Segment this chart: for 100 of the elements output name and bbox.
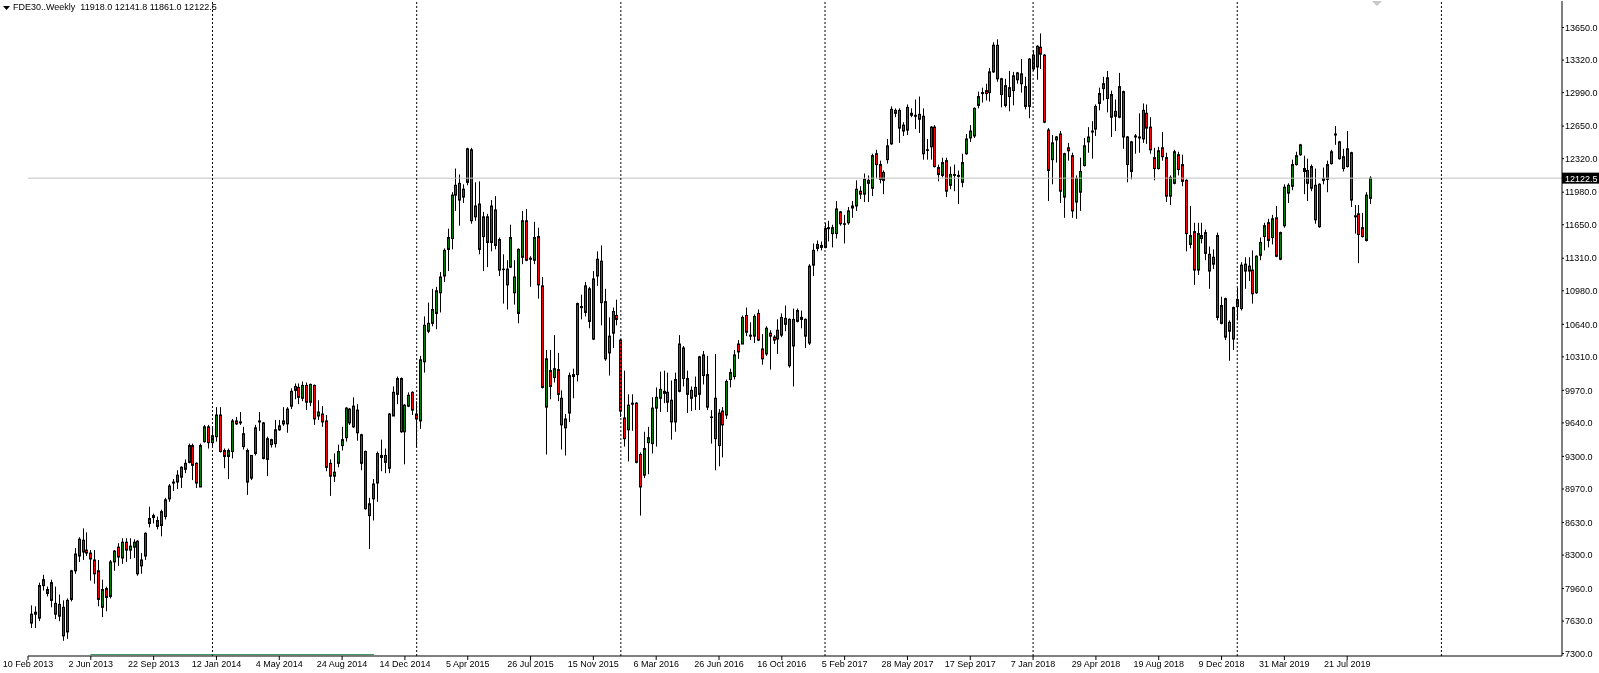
x-tick-label: 10 Feb 2013 xyxy=(2,659,54,670)
candlestick xyxy=(623,370,626,448)
candlestick xyxy=(843,214,846,244)
x-tick-label: 2 Jun 2013 xyxy=(68,659,114,670)
candlestick xyxy=(965,133,968,156)
candlestick xyxy=(121,537,124,565)
y-tick-label: 12990.0 xyxy=(1565,87,1598,98)
candlestick xyxy=(655,386,658,448)
y-tick-label: 10640.0 xyxy=(1565,319,1598,330)
x-tick-label: 5 Apr 2015 xyxy=(445,659,490,670)
x-tick-label: 7 Jan 2018 xyxy=(1010,659,1056,670)
y-tick-label: 13650.0 xyxy=(1565,22,1598,33)
candlestick xyxy=(286,406,289,434)
candlestick xyxy=(1326,160,1329,193)
y-tick-label: 11650.0 xyxy=(1565,219,1597,230)
y-tick-label: 8970.0 xyxy=(1565,484,1593,495)
candlestick xyxy=(89,549,92,582)
y-tick-label: 8630.0 xyxy=(1565,517,1593,528)
x-tick-label: 31 Mar 2019 xyxy=(1259,659,1310,670)
candlestick xyxy=(1153,147,1156,181)
candlestick xyxy=(1357,204,1360,264)
x-tick-label: 21 Jul 2019 xyxy=(1323,659,1371,670)
candlestick xyxy=(337,444,340,468)
candlestick xyxy=(1259,237,1262,261)
candlestick xyxy=(1012,71,1015,106)
candlestick xyxy=(1134,133,1137,155)
candlestick xyxy=(301,381,304,402)
candlestick xyxy=(207,424,210,450)
y-tick-label: 10310.0 xyxy=(1565,352,1598,363)
candlestick xyxy=(180,465,183,489)
chart-title: FDE30..Weekly 11918.0 12141.8 11861.0 12122.5 xyxy=(13,2,217,13)
candlestick xyxy=(356,403,359,442)
candlestick xyxy=(242,426,245,451)
candlestick xyxy=(1020,58,1023,94)
y-tick-label: 12650.0 xyxy=(1565,121,1598,132)
candlestick xyxy=(333,452,336,483)
candlestick xyxy=(753,313,756,344)
y-tick-label: 11980.0 xyxy=(1565,187,1597,198)
y-tick-label: 7960.0 xyxy=(1565,583,1593,594)
y-tick-label: 10980.0 xyxy=(1565,285,1598,296)
y-tick-label: 11310.0 xyxy=(1565,253,1597,264)
candlestick xyxy=(1306,158,1309,202)
x-tick-label: 19 Aug 2018 xyxy=(1133,659,1185,670)
candlestick xyxy=(780,312,783,338)
candlestick xyxy=(129,537,132,560)
x-tick-label: 12 Jan 2014 xyxy=(191,659,242,670)
x-tick-label: 6 Mar 2016 xyxy=(633,659,679,670)
candlestick xyxy=(1208,245,1211,290)
candlestick xyxy=(1291,159,1294,191)
candlestick xyxy=(250,454,253,481)
candlestick xyxy=(1354,204,1357,235)
candlestick xyxy=(341,426,344,452)
candlestick xyxy=(462,183,465,204)
candlestick xyxy=(906,103,909,136)
candlestick xyxy=(1334,125,1337,146)
y-tick-label: 12320.0 xyxy=(1565,153,1598,164)
candlestick xyxy=(1149,116,1152,155)
candlestick xyxy=(144,531,147,561)
x-tick-label: 22 Sep 2013 xyxy=(128,659,180,670)
y-tick-label: 13320.0 xyxy=(1565,55,1598,66)
candlestick xyxy=(769,329,772,371)
x-tick-label: 14 Dec 2014 xyxy=(379,659,431,670)
x-tick-label: 4 May 2014 xyxy=(255,659,303,670)
candlestick xyxy=(863,172,866,203)
candlestick xyxy=(54,586,57,620)
candlestick xyxy=(305,381,308,411)
candlestick xyxy=(953,164,956,192)
candlestick xyxy=(1008,70,1011,112)
x-tick-label: 26 Jun 2016 xyxy=(694,659,744,670)
candlestick xyxy=(176,469,179,490)
y-tick-label: 9300.0 xyxy=(1565,451,1593,462)
candlestick xyxy=(282,406,285,427)
y-tick-label: 9970.0 xyxy=(1565,385,1593,396)
y-tick-label: 9640.0 xyxy=(1565,418,1593,429)
x-tick-label: 28 May 2017 xyxy=(881,659,934,670)
candlestick xyxy=(898,107,901,144)
candlestick xyxy=(1083,137,1086,168)
candlestick xyxy=(1267,218,1270,248)
candlestick xyxy=(352,396,355,429)
candlestick xyxy=(117,542,120,567)
x-tick-label: 15 Nov 2015 xyxy=(567,659,619,670)
candlestick xyxy=(411,390,414,416)
candlestick xyxy=(670,380,673,441)
y-tick-label: 7300.0 xyxy=(1565,648,1593,659)
x-tick-label: 16 Oct 2016 xyxy=(757,659,807,670)
candlestick xyxy=(85,531,88,557)
candlestick xyxy=(458,173,461,227)
x-tick-label: 17 Sep 2017 xyxy=(944,659,996,670)
candlestick xyxy=(1102,76,1105,101)
candlestick xyxy=(961,153,964,188)
candlestick xyxy=(1251,249,1254,305)
x-tick-label: 29 Apr 2018 xyxy=(1071,659,1121,670)
candlestick xyxy=(1204,229,1207,261)
candlestick xyxy=(914,99,917,130)
candlestick xyxy=(855,179,858,212)
ref-line-label: 12122.5 xyxy=(1565,173,1598,184)
candlestick xyxy=(1157,146,1160,171)
candlestick xyxy=(125,537,128,563)
x-tick-label: 9 Dec 2018 xyxy=(1198,659,1245,670)
x-tick-label: 5 Feb 2017 xyxy=(821,659,868,670)
